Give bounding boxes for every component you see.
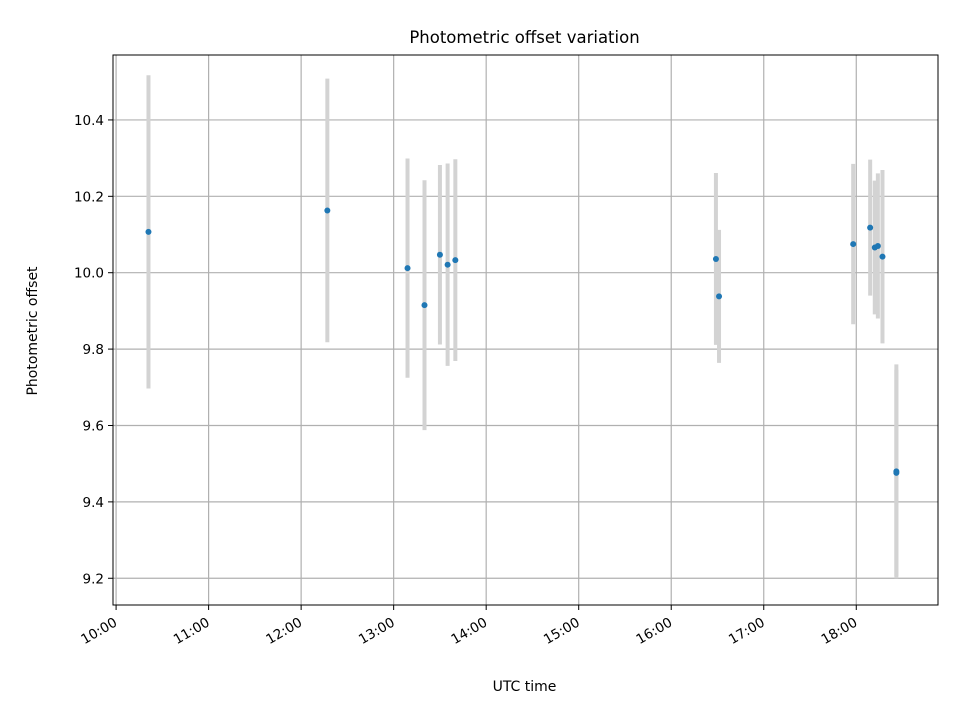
x-tick-label: 12:00 [263,615,305,648]
data-point [867,224,874,231]
data-point [879,253,886,260]
x-tick-label: 10:00 [78,615,120,648]
data-point [874,242,881,249]
y-tick-label: 9.4 [83,495,104,511]
data-point [145,228,152,235]
y-axis-label: Photometric offset [25,266,41,396]
x-tick-label: 15:00 [541,615,583,648]
chart-title: Photometric offset variation [409,28,639,47]
y-tick-label: 9.8 [83,342,104,358]
data-point [893,469,900,476]
x-tick-label: 18:00 [819,615,861,648]
data-point [850,241,857,248]
x-tick-label: 16:00 [634,615,676,648]
x-tick-label: 11:00 [171,615,213,648]
x-tick-label: 13:00 [356,615,398,648]
y-axis-ticks: 9.2 9.4 9.6 9.8 10.0 10.2 10.4 [74,113,113,587]
y-tick-label: 9.2 [83,571,104,587]
data-point [324,207,331,214]
y-tick-label: 10.4 [74,113,104,129]
grid [113,55,938,605]
plot-frame [112,54,939,606]
y-tick-label: 10.0 [74,266,104,282]
y-tick-label: 10.2 [74,189,104,205]
x-tick-label: 17:00 [726,615,768,648]
data-point [716,293,723,300]
x-tick-label: 14:00 [448,615,490,648]
x-axis-label: UTC time [493,679,557,695]
data-point [404,265,411,272]
errorbars [146,75,899,579]
data-point [421,302,428,309]
x-axis-ticks: 10:00 11:00 12:00 13:00 14:00 15:00 16:00 17:00… [78,605,860,648]
data-points [145,207,900,476]
data-point [712,255,719,262]
y-tick-label: 9.6 [83,418,104,434]
data-point [444,261,451,268]
data-point [452,257,459,264]
data-point [436,251,443,258]
